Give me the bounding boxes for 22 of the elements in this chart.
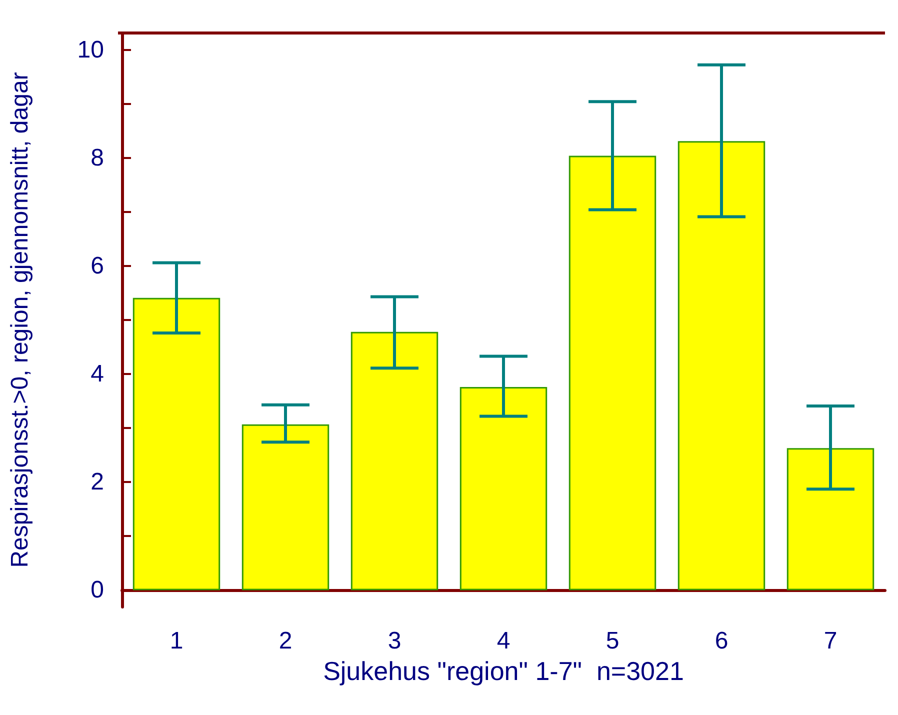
y-tick-label: 10: [77, 36, 104, 64]
x-tick-label: 7: [824, 628, 838, 654]
bar: [242, 424, 330, 590]
x-tick-label: 1: [170, 628, 184, 654]
x-tick-label: 5: [606, 628, 620, 654]
x-tick-label: 6: [714, 628, 728, 654]
y-tick-label: 8: [90, 144, 104, 172]
bar: [132, 298, 220, 590]
y-tick-label: 4: [90, 360, 104, 388]
y-tick-label: 0: [90, 576, 104, 604]
y-tick-label: 2: [90, 468, 104, 496]
y-tick-label: 6: [90, 252, 104, 280]
x-tick-label: 2: [278, 628, 292, 654]
x-axis-title: Sjukehus "region" 1-7" n=3021: [323, 656, 684, 686]
x-tick-label: 3: [388, 628, 402, 654]
bar: [350, 332, 438, 590]
y-axis-title: Respirasjonsst.>0, region, gjennomsnitt, dagar: [6, 72, 34, 568]
bar: [460, 387, 548, 590]
bar: [568, 156, 656, 590]
x-tick-label: 4: [496, 628, 510, 654]
bar: [678, 141, 766, 590]
bar: [786, 448, 874, 590]
